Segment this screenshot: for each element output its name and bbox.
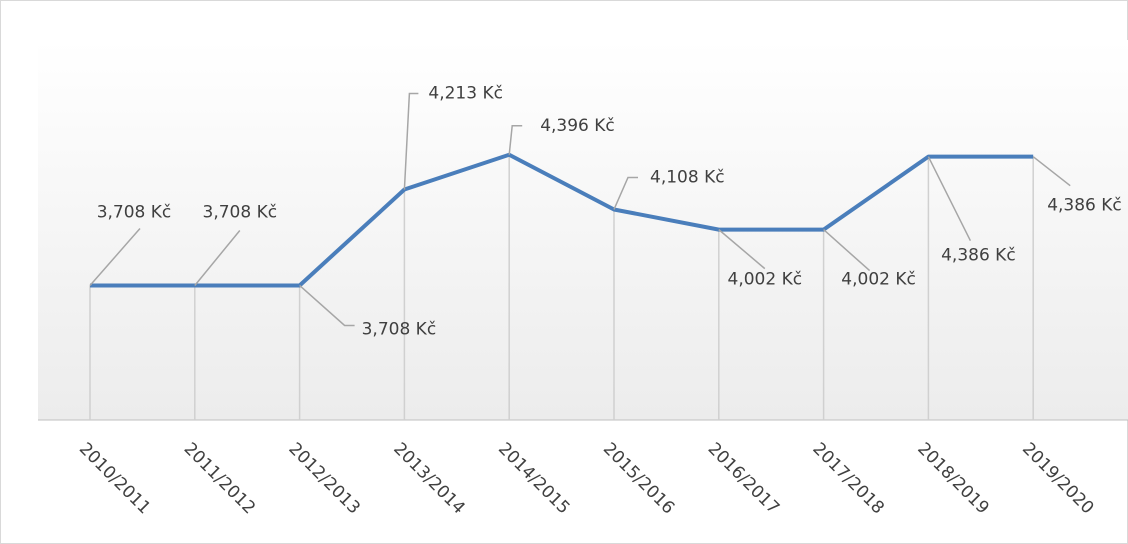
leader-line xyxy=(508,125,523,155)
leader-line xyxy=(89,227,141,286)
data-label: 4,002 Kč xyxy=(841,270,916,290)
data-label: 4,386 Kč xyxy=(941,246,1016,266)
leader-line xyxy=(403,92,419,190)
data-label: 4,002 Kč xyxy=(728,270,803,290)
data-label: 4,396 Kč xyxy=(540,116,615,136)
leader-line xyxy=(927,156,972,241)
leader-line xyxy=(718,229,766,270)
leader-line xyxy=(299,284,355,327)
data-label: 4,386 Kč xyxy=(1047,196,1122,216)
leader-line xyxy=(1032,156,1071,187)
data-label: 3,708 Kč xyxy=(97,202,172,222)
data-label: 4,108 Kč xyxy=(650,167,725,187)
leader-line xyxy=(613,176,638,210)
leader-line xyxy=(194,230,241,286)
leader-line xyxy=(823,229,871,272)
data-label: 3,708 Kč xyxy=(203,202,278,222)
plot-area xyxy=(38,40,1128,420)
data-label: 4,213 Kč xyxy=(428,84,503,104)
data-label: 3,708 Kč xyxy=(362,319,437,339)
line xyxy=(90,152,1034,288)
